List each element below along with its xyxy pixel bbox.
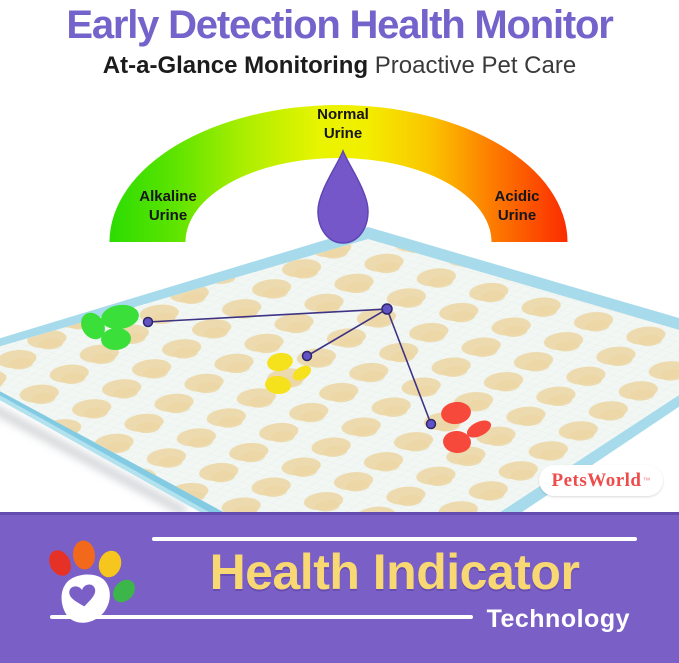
brand-badge: PetsWorld ™: [539, 465, 663, 496]
subtitle-bold: At-a-Glance Monitoring: [102, 52, 369, 79]
paw-toe-yellow-icon: [98, 550, 122, 578]
connector-dots: [142, 303, 437, 430]
gauge-label-normal: Normal Urine: [317, 106, 369, 142]
page-title: Early Detection Health Monitor: [66, 3, 614, 47]
paw-toe-red-icon: [49, 550, 71, 576]
connector-dot-green: [142, 316, 154, 328]
gauge-label-alkaline: Alkaline Urine: [139, 188, 197, 224]
paw-toe-green-icon: [113, 579, 135, 603]
connector-dot-red: [425, 418, 437, 430]
brand-trademark: ™: [642, 476, 651, 485]
connector-lines: [147, 308, 432, 425]
pad-shadow: [0, 406, 188, 517]
paw-logo-icon: [49, 540, 135, 623]
divider-line-bottom: [50, 615, 473, 619]
banner-subtitle: Technology: [486, 605, 630, 633]
connector-dot-yellow: [301, 350, 313, 362]
stain-yellow-normal: [265, 352, 312, 395]
pad-paw-pattern: [0, 239, 679, 594]
gauge-arc: [109, 105, 568, 242]
stain-red-acidic: [441, 401, 492, 454]
paw-toe-orange-icon: [72, 540, 96, 570]
gauge-label-acidic: Acidic Urine: [494, 188, 540, 224]
banner-title: Health Indicator: [209, 544, 580, 600]
droplet-icon: [317, 148, 369, 244]
banner: Health Indicator Technology: [0, 512, 679, 663]
connector-dot-apex: [381, 303, 393, 315]
divider-line-top: [152, 537, 637, 541]
brand-name: PetsWorld: [551, 469, 642, 491]
subtitle-regular: Proactive Pet Care: [374, 52, 577, 79]
page-subtitle: At-a-Glance Monitoring Proactive Pet Car…: [0, 52, 679, 80]
stain-green-alkaline: [81, 304, 139, 351]
heart-icon: [69, 584, 96, 607]
